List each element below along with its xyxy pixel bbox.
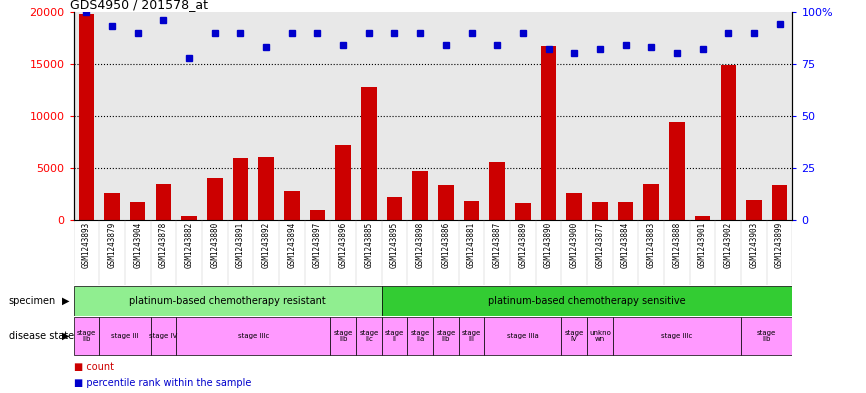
Text: GSM1243885: GSM1243885 bbox=[365, 221, 373, 268]
Text: GSM1243904: GSM1243904 bbox=[133, 221, 142, 268]
Text: specimen: specimen bbox=[9, 296, 56, 306]
Text: stage
IIb: stage IIb bbox=[333, 330, 352, 342]
Text: GSM1243893: GSM1243893 bbox=[82, 221, 91, 268]
Text: GSM1243895: GSM1243895 bbox=[390, 221, 399, 268]
Bar bbox=[515, 204, 531, 220]
Bar bbox=[484, 317, 561, 355]
Bar bbox=[182, 216, 197, 220]
Text: GSM1243898: GSM1243898 bbox=[416, 221, 424, 268]
Bar bbox=[151, 317, 177, 355]
Text: stage
IIb: stage IIb bbox=[77, 330, 96, 342]
Bar bbox=[356, 317, 382, 355]
Bar bbox=[592, 202, 608, 220]
Text: stage III: stage III bbox=[111, 333, 139, 339]
Bar bbox=[617, 202, 633, 220]
Bar bbox=[361, 87, 377, 220]
Text: GSM1243883: GSM1243883 bbox=[647, 221, 656, 268]
Text: platinum-based chemotherapy resistant: platinum-based chemotherapy resistant bbox=[129, 296, 326, 306]
Text: stage IIIc: stage IIIc bbox=[661, 333, 693, 339]
Bar bbox=[489, 162, 505, 220]
Text: stage
IV: stage IV bbox=[565, 330, 584, 342]
Bar bbox=[387, 197, 402, 220]
Bar bbox=[382, 286, 792, 316]
Text: unkno
wn: unkno wn bbox=[589, 330, 611, 342]
Bar bbox=[772, 185, 787, 220]
Text: GSM1243888: GSM1243888 bbox=[672, 221, 682, 268]
Bar bbox=[746, 200, 761, 220]
Bar bbox=[177, 317, 330, 355]
Text: stage
IIa: stage IIa bbox=[410, 330, 430, 342]
Bar bbox=[382, 317, 407, 355]
Text: GSM1243878: GSM1243878 bbox=[159, 221, 168, 268]
Bar bbox=[721, 65, 736, 220]
Bar bbox=[540, 46, 556, 220]
Bar bbox=[612, 317, 741, 355]
Text: GSM1243897: GSM1243897 bbox=[313, 221, 322, 268]
Text: GSM1243886: GSM1243886 bbox=[442, 221, 450, 268]
Text: GSM1243877: GSM1243877 bbox=[595, 221, 604, 268]
Bar bbox=[464, 201, 479, 220]
Text: ■ percentile rank within the sample: ■ percentile rank within the sample bbox=[74, 378, 251, 388]
Text: GSM1243900: GSM1243900 bbox=[570, 221, 578, 268]
Text: stage IIIc: stage IIIc bbox=[237, 333, 269, 339]
Bar bbox=[587, 317, 612, 355]
Text: GSM1243879: GSM1243879 bbox=[107, 221, 117, 268]
Text: GSM1243901: GSM1243901 bbox=[698, 221, 707, 268]
Text: ▶: ▶ bbox=[61, 331, 69, 341]
Bar bbox=[79, 14, 94, 220]
Bar bbox=[741, 317, 792, 355]
Bar bbox=[459, 317, 484, 355]
Text: stage
IIb: stage IIb bbox=[757, 330, 776, 342]
Bar bbox=[207, 178, 223, 220]
Bar bbox=[695, 216, 710, 220]
Bar bbox=[669, 122, 684, 220]
Bar bbox=[643, 184, 659, 220]
Bar bbox=[284, 191, 300, 220]
Text: disease state: disease state bbox=[9, 331, 74, 341]
Text: stage
IIc: stage IIc bbox=[359, 330, 378, 342]
Text: stage IV: stage IV bbox=[149, 333, 178, 339]
Bar bbox=[233, 158, 249, 220]
Text: GSM1243894: GSM1243894 bbox=[288, 221, 296, 268]
Text: GSM1243899: GSM1243899 bbox=[775, 221, 784, 268]
Bar bbox=[130, 202, 145, 220]
Text: GSM1243902: GSM1243902 bbox=[724, 221, 733, 268]
Text: GSM1243896: GSM1243896 bbox=[339, 221, 347, 268]
Text: ▶: ▶ bbox=[61, 296, 69, 306]
Text: GSM1243891: GSM1243891 bbox=[236, 221, 245, 268]
Text: GSM1243887: GSM1243887 bbox=[493, 221, 501, 268]
Bar bbox=[566, 193, 582, 220]
Text: ■ count: ■ count bbox=[74, 362, 113, 373]
Bar bbox=[330, 317, 356, 355]
Bar bbox=[74, 286, 382, 316]
Bar bbox=[100, 317, 151, 355]
Bar bbox=[258, 156, 274, 220]
Text: stage
II: stage II bbox=[385, 330, 404, 342]
Text: GSM1243881: GSM1243881 bbox=[467, 221, 476, 268]
Text: stage
III: stage III bbox=[462, 330, 481, 342]
Text: stage
IIb: stage IIb bbox=[436, 330, 456, 342]
Text: GSM1243882: GSM1243882 bbox=[184, 221, 194, 268]
Bar bbox=[433, 317, 459, 355]
Text: GSM1243890: GSM1243890 bbox=[544, 221, 553, 268]
Text: GSM1243880: GSM1243880 bbox=[210, 221, 219, 268]
Text: stage IIIa: stage IIIa bbox=[507, 333, 539, 339]
Text: GSM1243903: GSM1243903 bbox=[749, 221, 759, 268]
Bar bbox=[561, 317, 587, 355]
Bar bbox=[438, 185, 454, 220]
Bar bbox=[310, 210, 326, 220]
Text: GDS4950 / 201578_at: GDS4950 / 201578_at bbox=[70, 0, 208, 11]
Bar bbox=[74, 317, 100, 355]
Text: platinum-based chemotherapy sensitive: platinum-based chemotherapy sensitive bbox=[488, 296, 686, 306]
Bar bbox=[105, 193, 120, 220]
Bar bbox=[407, 317, 433, 355]
Text: GSM1243889: GSM1243889 bbox=[519, 221, 527, 268]
Bar bbox=[156, 184, 171, 220]
Bar bbox=[335, 145, 351, 220]
Text: GSM1243892: GSM1243892 bbox=[262, 221, 271, 268]
Bar bbox=[412, 171, 428, 220]
Text: GSM1243884: GSM1243884 bbox=[621, 221, 630, 268]
